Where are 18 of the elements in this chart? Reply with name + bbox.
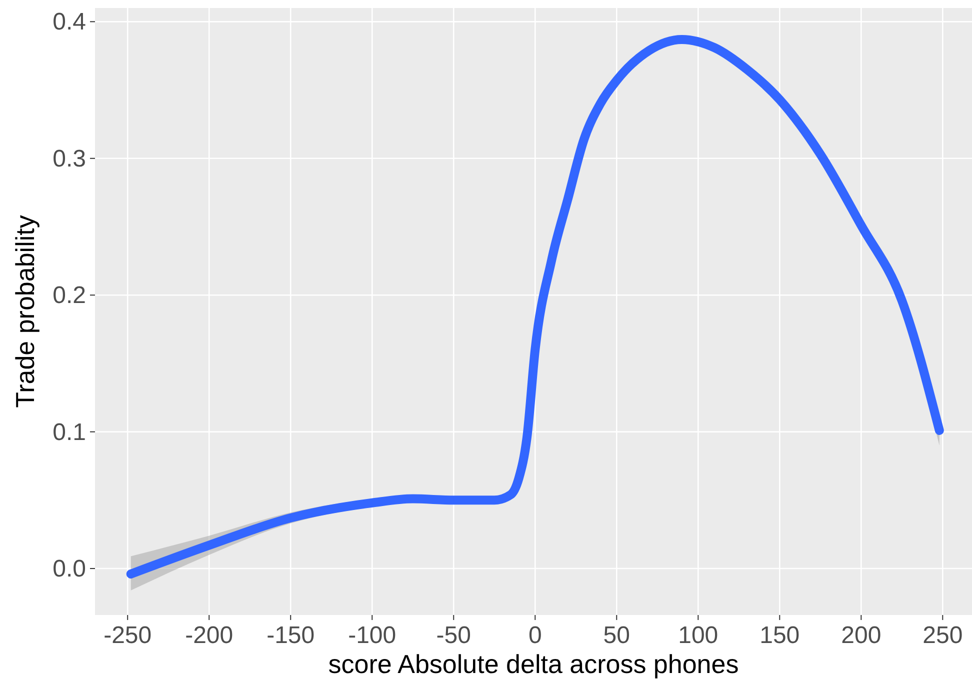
- x-tick-label: 0: [528, 622, 542, 649]
- x-tick-label: 150: [760, 622, 800, 649]
- x-tick-label: 50: [603, 622, 630, 649]
- x-tick-label: -200: [185, 622, 234, 649]
- y-tick-label: 0.1: [52, 418, 86, 446]
- y-tick-label: 0.3: [52, 145, 86, 172]
- y-tick-label: 0.0: [52, 556, 86, 583]
- x-tick-label: -100: [348, 622, 396, 649]
- y-tick-label: 0.2: [52, 282, 86, 310]
- x-tick-label: 250: [922, 622, 963, 649]
- x-tick-label: 100: [678, 622, 718, 649]
- x-tick-label: -250: [104, 622, 152, 649]
- y-tick-label: 0.4: [52, 8, 86, 36]
- y-axis-title: Trade probability: [10, 215, 40, 408]
- x-axis-title: score Absolute delta across phones: [328, 649, 739, 679]
- x-tick-label: 200: [841, 622, 882, 649]
- x-tick-label: -150: [266, 622, 315, 649]
- x-tick-label: -50: [436, 622, 471, 649]
